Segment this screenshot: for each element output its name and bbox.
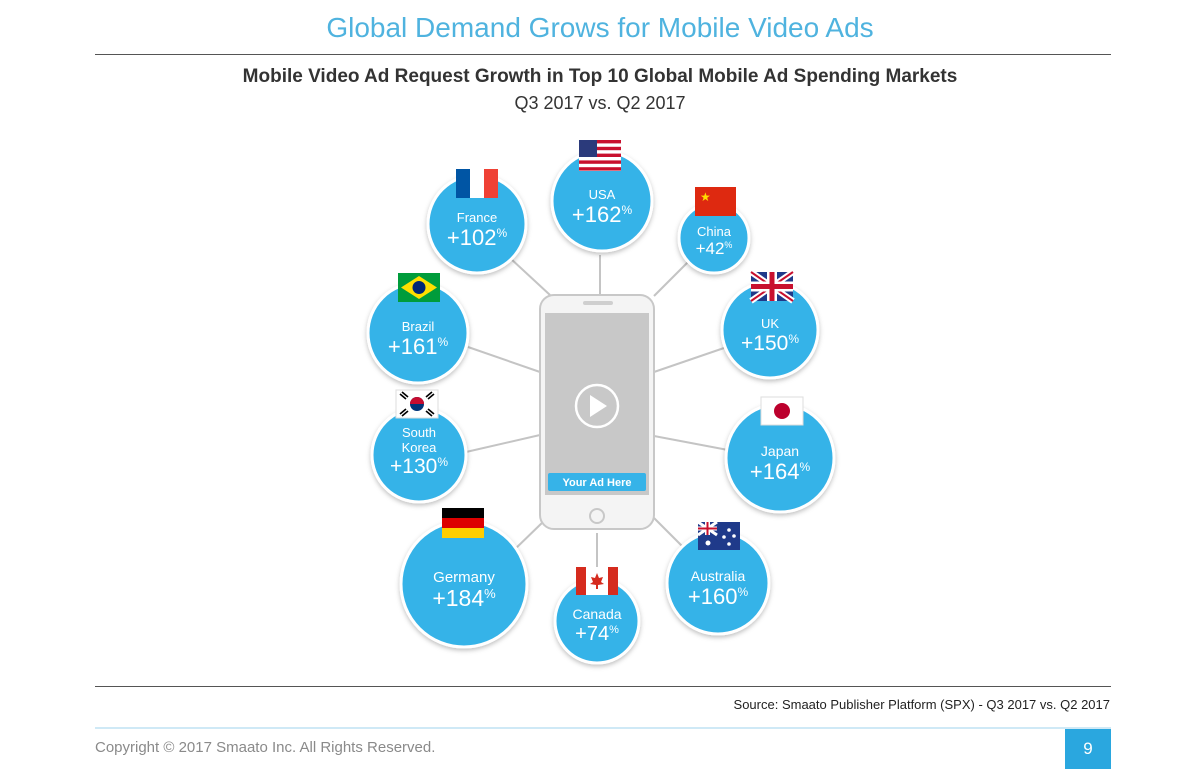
canada-flag-icon	[576, 567, 618, 595]
germany-bubble: Germany+184%	[399, 519, 529, 649]
phone-illustration: Your Ad Here	[539, 294, 655, 530]
australia-name-label: Australia	[691, 568, 746, 584]
uk-growth-value: +150%	[741, 332, 799, 355]
australia-bubble: Australia+160%	[665, 530, 771, 636]
usa-flag-icon	[579, 140, 621, 171]
title-divider	[95, 54, 1111, 55]
usa-name-label: USA	[589, 187, 616, 202]
source-note: Source: Smaato Publisher Platform (SPX) …	[733, 697, 1110, 712]
page-title: Global Demand Grows for Mobile Video Ads	[326, 12, 874, 43]
brazil-name-label: Brazil	[402, 319, 435, 334]
page-number-badge: 9	[1065, 729, 1111, 769]
south-korea-growth-value: +130%	[390, 455, 448, 478]
canada-growth-value: +74%	[575, 623, 619, 645]
brazil-connector	[467, 346, 541, 373]
germany-growth-value: +184%	[432, 585, 496, 611]
france-flag-icon	[456, 169, 498, 198]
uk-connector	[653, 347, 725, 373]
japan-name-label: Japan	[761, 443, 799, 459]
australia-flag-icon	[697, 520, 740, 550]
germany-flag-icon	[442, 508, 484, 538]
france-bubble: France+102%	[426, 173, 528, 275]
south-korea-connector	[465, 434, 541, 453]
france-name-label: France	[457, 210, 497, 225]
phone-home-button	[589, 508, 605, 524]
footer-accent-rule	[95, 727, 1111, 729]
brazil-bubble: Brazil+161%	[366, 281, 470, 385]
copyright-text: Copyright © 2017 Smaato Inc. All Rights …	[95, 739, 436, 756]
germany-name-label: Germany	[433, 569, 495, 586]
phone-speaker	[583, 301, 613, 305]
canada-name-label: Canada	[572, 606, 621, 622]
brazil-flag-icon	[398, 273, 440, 302]
uk-name-label: UK	[761, 316, 779, 331]
france-connector	[509, 257, 551, 296]
uk-flag-icon	[749, 269, 795, 304]
china-bubble: China+42%	[677, 201, 751, 275]
your-ad-here-button	[548, 473, 646, 491]
play-icon	[574, 383, 620, 429]
australia-growth-value: +160%	[688, 584, 749, 609]
china-connector	[653, 261, 689, 297]
china-name-label: China	[697, 224, 732, 239]
china-growth-value: +42%	[696, 239, 733, 258]
svg-text:★: ★	[700, 190, 711, 204]
france-growth-value: +102%	[447, 225, 508, 250]
japan-growth-value: +164%	[750, 459, 811, 484]
japan-flag-icon	[760, 396, 804, 426]
south-korea-name-label: South Korea	[402, 425, 437, 455]
japan-bubble: Japan+164%	[724, 402, 836, 514]
canada-bubble: Canada+74%	[553, 577, 641, 665]
germany-connector	[511, 519, 546, 553]
china-flag-icon: ★	[695, 187, 736, 216]
chart-subtitle: Mobile Video Ad Request Growth in Top 10…	[242, 66, 958, 87]
south-korea-bubble: South Korea+130%	[370, 406, 468, 504]
footer-divider	[95, 686, 1111, 687]
your-ad-here-label: Your Ad Here	[562, 477, 631, 489]
south-korea-flag-icon	[395, 389, 439, 419]
brazil-growth-value: +161%	[388, 334, 449, 359]
japan-connector	[653, 435, 729, 451]
usa-growth-value: +162%	[572, 202, 633, 227]
chart-period: Q3 2017 vs. Q2 2017	[514, 93, 686, 113]
